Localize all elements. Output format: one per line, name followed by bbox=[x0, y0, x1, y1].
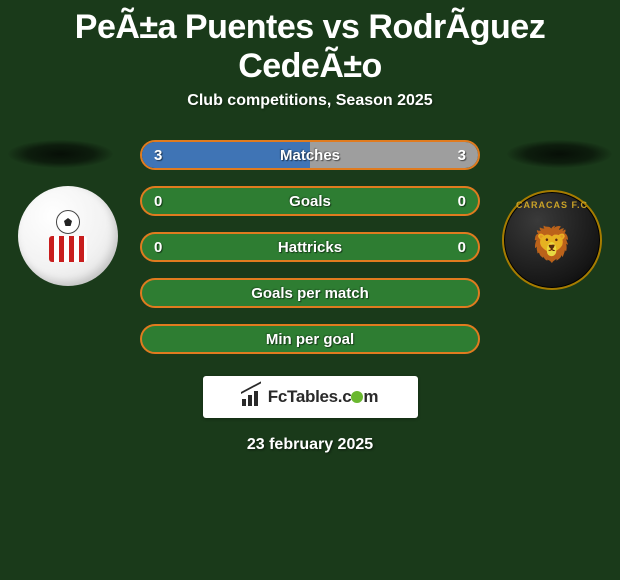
team-badge-left bbox=[18, 186, 118, 286]
soccer-ball-icon bbox=[56, 210, 80, 234]
match-date: 23 february 2025 bbox=[0, 436, 620, 454]
brand-text-a: FcTables.c bbox=[268, 387, 352, 406]
page-title: PeÃ±a Puentes vs RodrÃ­guez CedeÃ±o bbox=[0, 8, 620, 86]
stat-bar-hattricks: 0 0 Hattricks bbox=[140, 232, 480, 262]
badge-shadow-left bbox=[8, 140, 113, 168]
stat-value-right: 0 bbox=[458, 239, 466, 256]
team-badge-right: CARACAS F.C 🦁 bbox=[502, 190, 602, 290]
stat-value-right: 0 bbox=[458, 193, 466, 210]
team-stripes-icon bbox=[49, 236, 87, 262]
stat-bar-goals: 0 0 Goals bbox=[140, 186, 480, 216]
stat-label: Goals per match bbox=[251, 285, 369, 302]
comparison-panel: CARACAS F.C 🦁 3 3 Matches 0 0 Goals 0 0 Hattrick… bbox=[0, 140, 620, 454]
bar-chart-icon bbox=[242, 388, 264, 406]
stat-bar-gpm: Goals per match bbox=[140, 278, 480, 308]
stat-bar-matches: 3 3 Matches bbox=[140, 140, 480, 170]
stat-value-left: 0 bbox=[154, 193, 162, 210]
lion-icon: 🦁 bbox=[531, 228, 573, 262]
brand-box: FcTables.c m bbox=[203, 376, 418, 418]
page-subtitle: Club competitions, Season 2025 bbox=[0, 92, 620, 110]
stat-bars: 3 3 Matches 0 0 Goals 0 0 Hattricks Goals per mat… bbox=[140, 140, 480, 354]
stat-value-left: 0 bbox=[154, 239, 162, 256]
stat-label: Min per goal bbox=[266, 331, 354, 348]
badge-right-text: CARACAS F.C bbox=[504, 200, 600, 210]
badge-shadow-right bbox=[507, 140, 612, 168]
brand-text-b: m bbox=[363, 387, 378, 406]
stat-value-left: 3 bbox=[154, 147, 162, 164]
stat-label: Hattricks bbox=[278, 239, 342, 256]
stat-label: Matches bbox=[280, 147, 340, 164]
stat-bar-mpg: Min per goal bbox=[140, 324, 480, 354]
stat-value-right: 3 bbox=[458, 147, 466, 164]
stat-label: Goals bbox=[289, 193, 331, 210]
brand-dot-icon bbox=[351, 391, 363, 403]
brand-text: FcTables.c m bbox=[268, 387, 378, 407]
